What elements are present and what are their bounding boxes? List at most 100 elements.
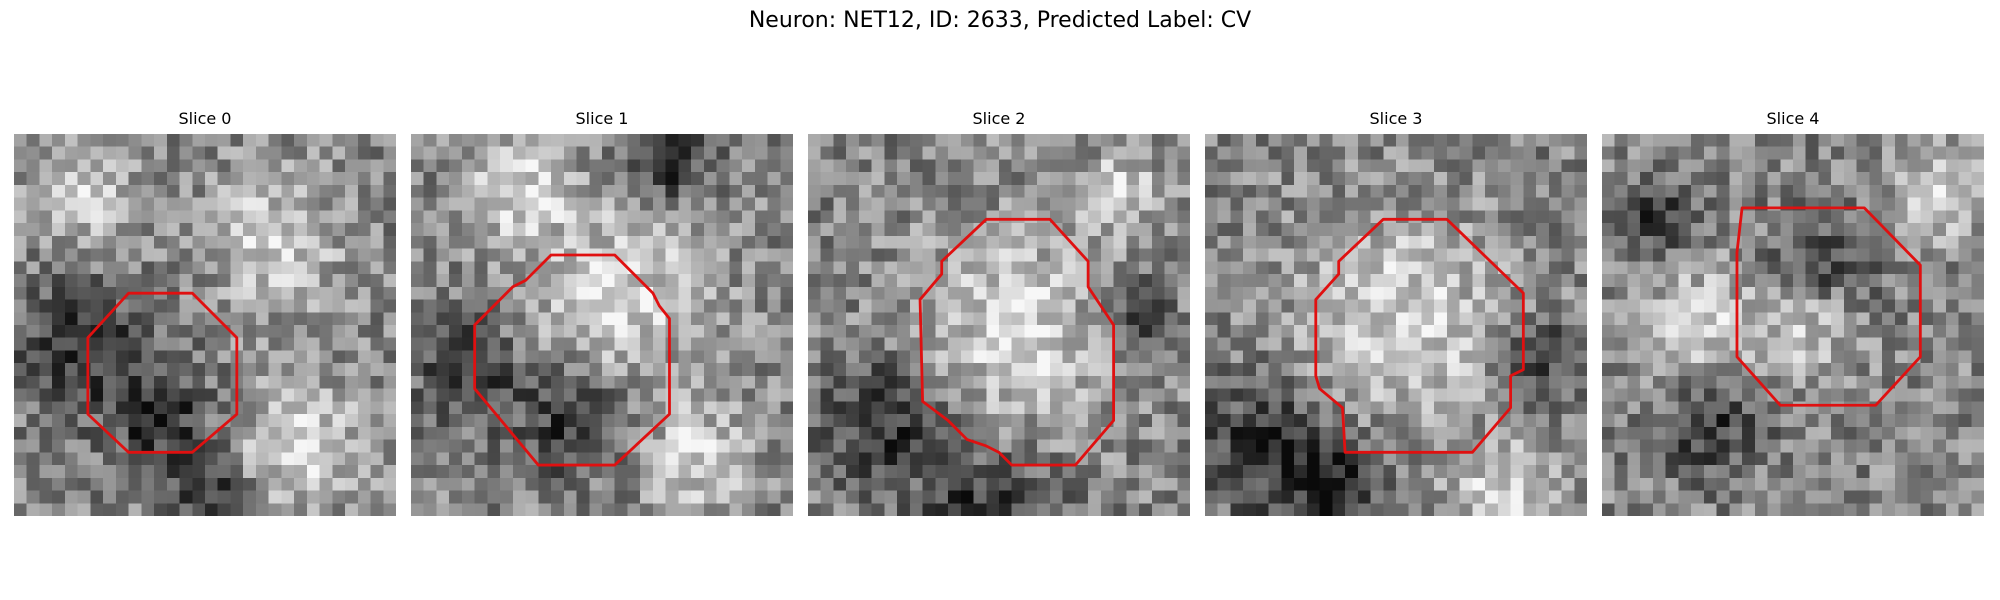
image-pixel	[205, 465, 218, 479]
image-pixel	[154, 312, 168, 326]
image-pixel	[678, 299, 692, 313]
image-pixel	[1151, 325, 1165, 338]
image-pixel	[77, 286, 91, 300]
image-pixel	[474, 439, 488, 453]
image-pixel	[1230, 375, 1244, 389]
image-pixel	[948, 210, 962, 224]
image-pixel	[1767, 146, 1781, 160]
image-pixel	[691, 286, 705, 300]
image-pixel	[64, 197, 78, 211]
image-pixel	[1843, 401, 1857, 415]
image-pixel	[1434, 503, 1448, 516]
image-pixel	[922, 235, 936, 249]
image-pixel	[1217, 312, 1231, 326]
image-pixel	[742, 375, 756, 389]
image-pixel	[1113, 477, 1127, 491]
image-pixel	[205, 375, 218, 389]
image-pixel	[357, 286, 371, 300]
image-pixel	[665, 299, 679, 313]
image-pixel	[1818, 490, 1832, 504]
image-pixel	[1024, 401, 1038, 415]
image-pixel	[166, 261, 180, 275]
image-pixel	[602, 503, 615, 516]
image-pixel	[1869, 312, 1883, 326]
image-pixel	[627, 465, 641, 479]
image-pixel	[1446, 426, 1460, 440]
image-pixel	[1510, 388, 1524, 402]
image-pixel	[1383, 134, 1397, 147]
image-pixel	[986, 477, 1000, 491]
image-pixel	[1434, 388, 1448, 402]
image-pixel	[1011, 248, 1025, 262]
image-pixel	[179, 210, 193, 224]
image-pixel	[1716, 465, 1730, 479]
image-pixel	[1370, 134, 1384, 147]
image-pixel	[1497, 452, 1511, 466]
image-pixel	[1869, 503, 1883, 516]
image-pixel	[808, 235, 821, 249]
image-pixel	[461, 350, 475, 364]
image-pixel	[1088, 159, 1102, 173]
image-pixel	[1831, 184, 1845, 198]
image-pixel	[665, 503, 679, 516]
image-pixel	[1217, 414, 1231, 428]
image-pixel	[754, 325, 768, 338]
image-pixel	[1691, 274, 1705, 288]
image-pixel	[1640, 159, 1654, 173]
image-pixel	[640, 337, 654, 351]
image-pixel	[1933, 490, 1947, 504]
image-pixel	[1396, 248, 1409, 262]
image-pixel	[103, 159, 117, 173]
image-pixel	[1205, 325, 1218, 338]
image-pixel	[1049, 184, 1063, 198]
image-pixel	[230, 172, 244, 186]
image-pixel	[1217, 325, 1231, 338]
image-pixel	[999, 172, 1012, 186]
image-pixel	[487, 477, 501, 491]
image-pixel	[1691, 134, 1705, 147]
image-pixel	[1602, 197, 1615, 211]
image-pixel	[1754, 159, 1768, 173]
image-pixel	[26, 375, 40, 389]
image-pixel	[858, 465, 872, 479]
image-pixel	[141, 388, 155, 402]
image-pixel	[833, 223, 847, 237]
image-pixel	[1523, 337, 1537, 351]
image-pixel	[1933, 159, 1947, 173]
image-pixel	[1421, 261, 1435, 275]
image-pixel	[1485, 414, 1499, 428]
image-pixel	[1754, 401, 1768, 415]
image-pixel	[922, 490, 936, 504]
image-pixel	[1971, 388, 1984, 402]
image-pixel	[1640, 465, 1654, 479]
image-pixel	[1205, 146, 1218, 160]
image-pixel	[1243, 388, 1257, 402]
image-pixel	[1920, 426, 1934, 440]
image-pixel	[1497, 159, 1511, 173]
image-pixel	[230, 261, 244, 275]
image-pixel	[1933, 184, 1947, 198]
image-pixel	[1062, 388, 1076, 402]
image-pixel	[268, 426, 282, 440]
image-pixel	[691, 337, 705, 351]
image-pixel	[1472, 159, 1486, 173]
image-pixel	[306, 223, 320, 237]
image-pixel	[64, 363, 78, 377]
image-pixel	[652, 503, 666, 516]
image-pixel	[909, 426, 923, 440]
image-pixel	[268, 159, 282, 173]
image-pixel	[1100, 197, 1114, 211]
image-pixel	[1742, 261, 1756, 275]
image-pixel	[268, 210, 282, 224]
image-pixel	[1230, 503, 1244, 516]
image-pixel	[538, 477, 552, 491]
image-pixel	[1126, 401, 1140, 415]
image-pixel	[1370, 490, 1384, 504]
image-pixel	[525, 223, 539, 237]
image-pixel	[589, 401, 603, 415]
image-pixel	[1062, 337, 1076, 351]
image-pixel	[1024, 159, 1038, 173]
image-pixel	[230, 426, 244, 440]
image-pixel	[319, 477, 333, 491]
image-pixel	[1665, 401, 1679, 415]
